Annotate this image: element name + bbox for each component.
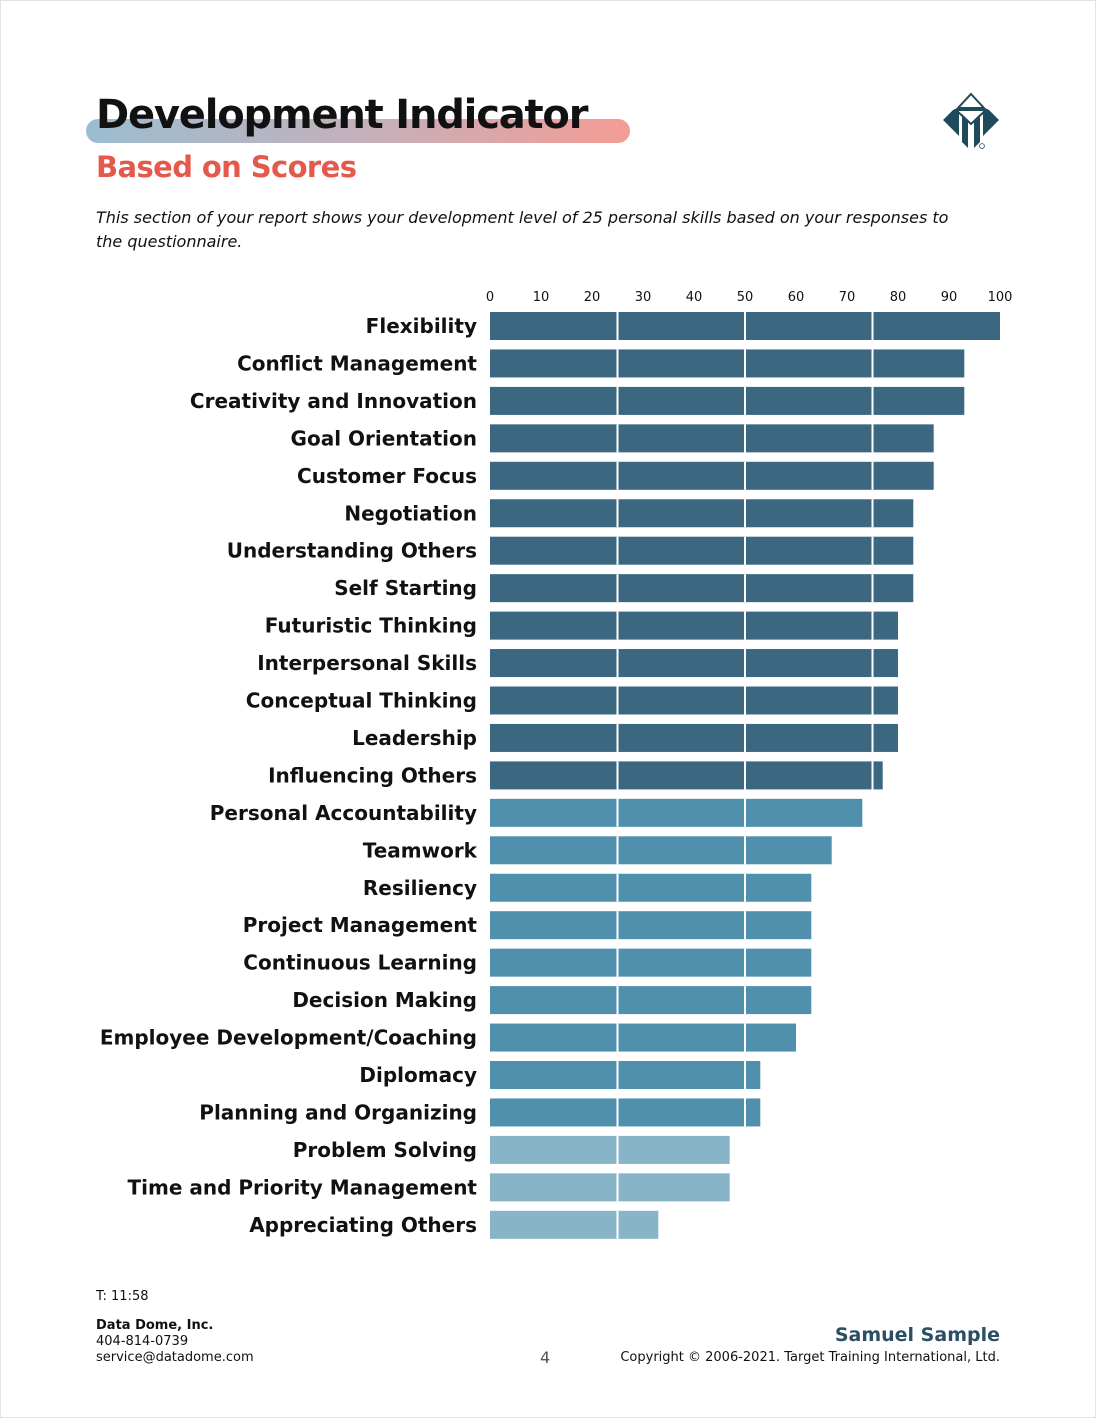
- bar: [490, 536, 914, 565]
- bar: [490, 611, 898, 640]
- x-tick-label: 100: [988, 290, 1013, 305]
- category-label: Continuous Learning: [243, 951, 477, 975]
- bar: [490, 1023, 796, 1052]
- category-label: Creativity and Innovation: [190, 389, 477, 413]
- footer-time: T: 11:58: [96, 1289, 149, 1304]
- bar: [490, 761, 883, 790]
- x-tick-label: 20: [584, 290, 601, 305]
- bar: [490, 686, 898, 715]
- company-phone: 404-814-0739: [96, 1334, 189, 1349]
- page-title: Development Indicator: [96, 92, 588, 138]
- bar: [490, 1173, 730, 1202]
- category-label: Planning and Organizing: [199, 1100, 477, 1124]
- category-label: Time and Priority Management: [128, 1175, 478, 1199]
- category-label: Teamwork: [363, 838, 478, 862]
- bar: [490, 873, 812, 902]
- category-label: Interpersonal Skills: [257, 651, 477, 675]
- category-label: Conceptual Thinking: [246, 689, 477, 713]
- bar: [490, 986, 812, 1015]
- category-label: Flexibility: [366, 314, 477, 338]
- ttisi-pyramid-logo-icon: [943, 92, 999, 149]
- bar: [490, 499, 914, 528]
- x-tick-label: 70: [839, 290, 856, 305]
- bar: [490, 1061, 761, 1089]
- category-label: Personal Accountability: [210, 801, 477, 825]
- category-label: Negotiation: [344, 501, 477, 525]
- bar: [490, 461, 934, 490]
- category-label: Goal Orientation: [291, 426, 477, 450]
- category-label: Decision Making: [292, 988, 477, 1012]
- bar: [490, 349, 965, 378]
- bar: [490, 386, 965, 415]
- x-tick-label: 40: [686, 290, 703, 305]
- category-label: Influencing Others: [268, 763, 477, 787]
- category-label: Self Starting: [334, 576, 477, 600]
- category-label: Understanding Others: [227, 539, 477, 563]
- bar: [490, 798, 863, 827]
- title-block: Development Indicator: [86, 92, 646, 152]
- bar: [490, 948, 812, 977]
- bar: [490, 836, 832, 865]
- category-label: Employee Development/Coaching: [100, 1026, 477, 1050]
- x-tick-label: 0: [486, 290, 494, 305]
- x-tick-label: 50: [737, 290, 754, 305]
- category-label: Customer Focus: [297, 464, 477, 488]
- page-number: 4: [540, 1348, 551, 1367]
- title-gradient-underline: [86, 119, 630, 143]
- x-tick-label: 60: [788, 290, 805, 305]
- footer-company-block: Data Dome, Inc. 404-814-0739 service@dat…: [96, 1318, 254, 1366]
- category-label: Futuristic Thinking: [265, 614, 477, 638]
- copyright-text: Copyright © 2006-2021. Target Training I…: [620, 1350, 1000, 1365]
- company-name: Data Dome, Inc.: [96, 1318, 214, 1333]
- category-label: Project Management: [243, 913, 478, 937]
- bar: [490, 1210, 659, 1239]
- category-label: Diplomacy: [359, 1063, 477, 1087]
- person-name: Samuel Sample: [834, 1324, 1000, 1346]
- intro-text: This section of your report shows your d…: [96, 208, 949, 251]
- category-label: Resiliency: [363, 876, 477, 900]
- bar: [490, 649, 898, 678]
- bar: [490, 1098, 761, 1127]
- bar: [490, 723, 898, 752]
- bar: [490, 424, 934, 453]
- category-label: Conflict Management: [237, 351, 477, 375]
- company-email: service@datadome.com: [96, 1350, 254, 1365]
- x-tick-label: 90: [941, 290, 958, 305]
- x-tick-label: 30: [635, 290, 652, 305]
- development-bar-chart: 0 10 20 30 40 50 60 70 80 90 100 Flexibility Conflic…: [100, 290, 1013, 1239]
- category-label: Leadership: [352, 726, 477, 750]
- x-tick-label: 10: [533, 290, 550, 305]
- bar: [490, 1135, 730, 1164]
- bar: [490, 911, 812, 940]
- x-tick-label: 80: [890, 290, 907, 305]
- category-label: Appreciating Others: [249, 1213, 477, 1237]
- category-label: Problem Solving: [293, 1138, 477, 1162]
- bar: [490, 574, 914, 603]
- page-subtitle: Based on Scores: [96, 150, 357, 184]
